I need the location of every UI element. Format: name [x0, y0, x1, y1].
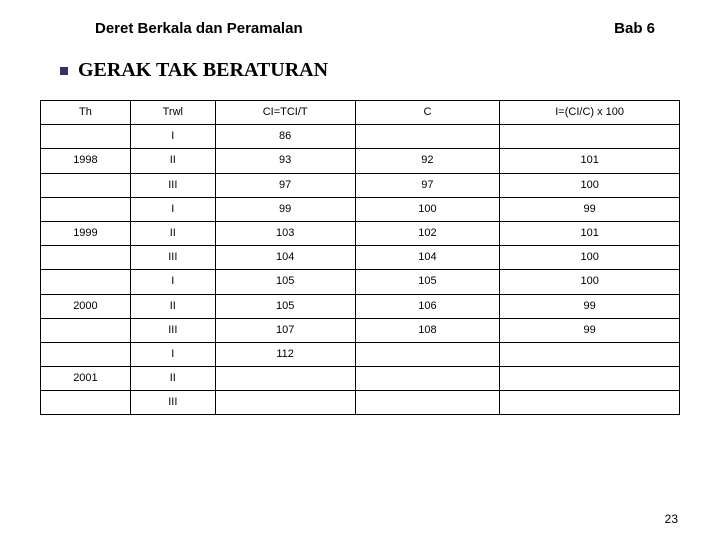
- col-header-trwl: Trwl: [130, 101, 215, 125]
- cell: 97: [355, 173, 500, 197]
- table-row: III: [41, 391, 680, 415]
- cell: 86: [215, 125, 355, 149]
- cell: [41, 318, 131, 342]
- cell: [215, 367, 355, 391]
- section-title: GERAK TAK BERATURAN: [78, 59, 328, 82]
- cell: 99: [215, 197, 355, 221]
- cell: 103: [215, 221, 355, 245]
- cell: 100: [500, 173, 680, 197]
- cell: 112: [215, 342, 355, 366]
- cell: 106: [355, 294, 500, 318]
- col-header-c: C: [355, 101, 500, 125]
- page-number: 23: [665, 512, 678, 526]
- cell: [41, 125, 131, 149]
- cell: 105: [355, 270, 500, 294]
- cell: 105: [215, 294, 355, 318]
- cell: 99: [500, 197, 680, 221]
- cell: [355, 125, 500, 149]
- header-right: Bab 6: [614, 20, 655, 37]
- cell: 99: [500, 318, 680, 342]
- cell: [41, 391, 131, 415]
- cell: I: [130, 342, 215, 366]
- cell: 104: [215, 246, 355, 270]
- cell: II: [130, 149, 215, 173]
- cell: [500, 342, 680, 366]
- cell: 101: [500, 149, 680, 173]
- cell: 105: [215, 270, 355, 294]
- cell: 100: [355, 197, 500, 221]
- cell: 93: [215, 149, 355, 173]
- page: Deret Berkala dan Peramalan Bab 6 GERAK …: [0, 0, 720, 540]
- table-row: III 97 97 100: [41, 173, 680, 197]
- table-row: I 105 105 100: [41, 270, 680, 294]
- data-table: Th Trwl CI=TCI/T C I=(CI/C) x 100 I 86 1…: [40, 100, 680, 415]
- col-header-ci: CI=TCI/T: [215, 101, 355, 125]
- cell: 100: [500, 246, 680, 270]
- cell: 92: [355, 149, 500, 173]
- cell: 99: [500, 294, 680, 318]
- cell: III: [130, 246, 215, 270]
- table-header-row: Th Trwl CI=TCI/T C I=(CI/C) x 100: [41, 101, 680, 125]
- cell: II: [130, 367, 215, 391]
- cell: [355, 342, 500, 366]
- cell: 102: [355, 221, 500, 245]
- cell: 1999: [41, 221, 131, 245]
- table-row: I 112: [41, 342, 680, 366]
- cell: III: [130, 173, 215, 197]
- cell: [41, 270, 131, 294]
- cell: 1998: [41, 149, 131, 173]
- cell: II: [130, 294, 215, 318]
- cell: 104: [355, 246, 500, 270]
- table-row: 2001 II: [41, 367, 680, 391]
- cell: [41, 246, 131, 270]
- section-title-row: GERAK TAK BERATURAN: [40, 59, 680, 82]
- table-body: I 86 1998 II 93 92 101 III 97 97 100: [41, 125, 680, 415]
- table-row: I 99 100 99: [41, 197, 680, 221]
- table-row: 1998 II 93 92 101: [41, 149, 680, 173]
- cell: III: [130, 391, 215, 415]
- cell: [41, 197, 131, 221]
- cell: [500, 367, 680, 391]
- table-row: 2000 II 105 106 99: [41, 294, 680, 318]
- col-header-th: Th: [41, 101, 131, 125]
- cell: [215, 391, 355, 415]
- cell: [41, 342, 131, 366]
- cell: 108: [355, 318, 500, 342]
- cell: [500, 125, 680, 149]
- table-row: III 104 104 100: [41, 246, 680, 270]
- header-left: Deret Berkala dan Peramalan: [95, 20, 303, 37]
- cell: 97: [215, 173, 355, 197]
- cell: I: [130, 197, 215, 221]
- cell: III: [130, 318, 215, 342]
- cell: II: [130, 221, 215, 245]
- cell: 107: [215, 318, 355, 342]
- square-bullet-icon: [60, 67, 68, 75]
- table-row: III 107 108 99: [41, 318, 680, 342]
- table-row: I 86: [41, 125, 680, 149]
- page-header: Deret Berkala dan Peramalan Bab 6: [40, 20, 680, 37]
- cell: I: [130, 125, 215, 149]
- cell: 2001: [41, 367, 131, 391]
- table-row: 1999 II 103 102 101: [41, 221, 680, 245]
- cell: I: [130, 270, 215, 294]
- cell: [500, 391, 680, 415]
- cell: [41, 173, 131, 197]
- cell: 100: [500, 270, 680, 294]
- cell: 2000: [41, 294, 131, 318]
- cell: [355, 391, 500, 415]
- cell: 101: [500, 221, 680, 245]
- col-header-i: I=(CI/C) x 100: [500, 101, 680, 125]
- cell: [355, 367, 500, 391]
